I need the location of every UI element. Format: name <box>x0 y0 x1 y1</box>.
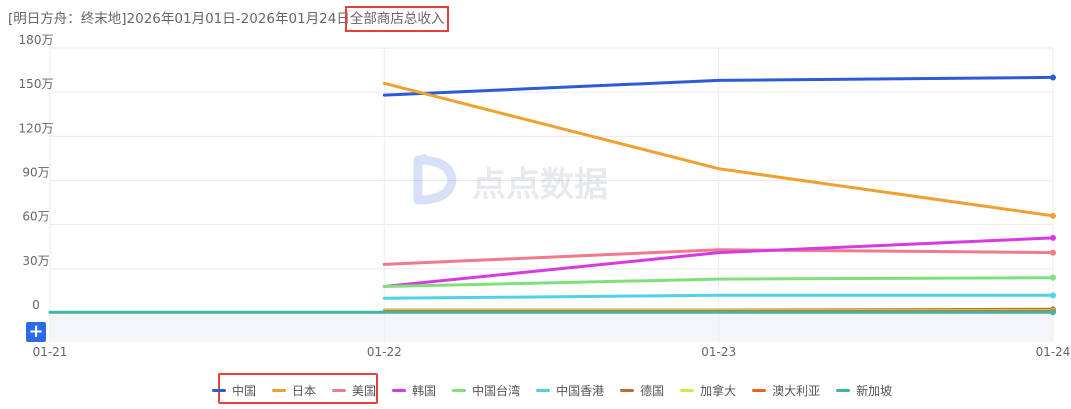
series-point-美国 <box>1050 249 1056 256</box>
series-lines <box>48 75 1055 314</box>
legend-swatch <box>272 388 287 392</box>
legend-item-加拿大[interactable]: 加拿大 <box>680 382 736 399</box>
title-prefix: [明日方舟：终末地]2026年01月01日-2026年01月24日 <box>8 11 350 27</box>
series-line-韩国 <box>382 236 1055 288</box>
legend-label: 中国台湾 <box>472 383 521 398</box>
legend-label: 德国 <box>640 383 665 398</box>
legend-item-中国[interactable]: 中国 <box>212 382 256 399</box>
legend-label: 加拿大 <box>700 383 737 398</box>
y-axis: 0 30万 60万 90万 120万 150万 180万 <box>19 33 54 312</box>
y-tick-label: 120万 <box>19 121 54 135</box>
y-tick-label: 180万 <box>19 33 54 47</box>
y-tick-label: 90万 <box>22 166 49 180</box>
x-tick-label: 01-22 <box>367 345 402 359</box>
legend-item-中国台湾[interactable]: 中国台湾 <box>452 382 520 399</box>
y-tick-label: 60万 <box>22 210 49 224</box>
series-point-韩国 <box>1050 234 1056 241</box>
legend-label: 中国香港 <box>556 383 605 398</box>
y-tick-label: 30万 <box>22 254 49 268</box>
legend: 中国 日本 美国 韩国 中国台湾 中国香港 德国 加拿大 澳大利亚 新加坡 <box>212 378 908 402</box>
legend-swatch <box>836 388 851 392</box>
legend-swatch <box>752 388 767 392</box>
watermark: 点点数据 <box>413 154 608 205</box>
legend-swatch <box>212 388 226 392</box>
legend-item-日本[interactable]: 日本 <box>272 382 316 399</box>
legend-item-新加坡[interactable]: 新加坡 <box>836 382 892 399</box>
x-tick-label: 01-21 <box>33 345 68 359</box>
watermark-text: 点点数据 <box>472 165 608 205</box>
title-highlight: 全部商店总收入 <box>344 6 450 32</box>
series-point-中国 <box>1050 74 1056 81</box>
grid <box>49 47 1054 342</box>
x-tick-label: 01-23 <box>701 345 736 359</box>
legend-swatch <box>680 388 695 392</box>
legend-swatch <box>452 388 467 392</box>
series-line-中国香港 <box>382 293 1055 300</box>
watermark-logo-icon <box>413 154 457 205</box>
legend-swatch <box>392 388 407 392</box>
y-tick-label: 150万 <box>19 77 54 91</box>
legend-swatch <box>332 388 347 392</box>
legend-label: 中国 <box>232 383 257 398</box>
series-point-新加坡 <box>1050 309 1056 316</box>
zoom-in-button[interactable]: + <box>26 322 46 342</box>
series-line-中国台湾 <box>382 276 1055 288</box>
legend-item-美国[interactable]: 美国 <box>332 382 376 399</box>
y-tick-label: 0 <box>32 298 40 312</box>
legend-label: 新加坡 <box>856 383 893 398</box>
legend-swatch <box>620 388 635 392</box>
range-band <box>50 313 1053 342</box>
x-tick-label: 01-24 <box>1036 345 1071 359</box>
series-point-中国香港 <box>1050 292 1056 299</box>
legend-swatch <box>536 388 551 392</box>
legend-label: 日本 <box>292 383 317 398</box>
series-line-日本 <box>382 81 1055 218</box>
legend-item-澳大利亚[interactable]: 澳大利亚 <box>752 382 820 399</box>
series-point-中国台湾 <box>1050 274 1056 281</box>
series-points <box>1050 74 1056 316</box>
legend-label: 美国 <box>352 383 377 398</box>
legend-item-德国[interactable]: 德国 <box>620 382 664 399</box>
series-line-中国 <box>382 75 1055 97</box>
legend-item-中国香港[interactable]: 中国香港 <box>536 382 604 399</box>
chart-title: [明日方舟：终末地]2026年01月01日-2026年01月24日全部商店总收入 <box>8 6 450 32</box>
legend-label: 澳大利亚 <box>772 383 821 398</box>
series-point-日本 <box>1050 212 1056 219</box>
series-line-美国 <box>382 248 1055 266</box>
legend-item-韩国[interactable]: 韩国 <box>392 382 436 399</box>
legend-label: 韩国 <box>412 383 437 398</box>
x-axis: 01-21 01-22 01-23 01-24 <box>33 345 1071 359</box>
